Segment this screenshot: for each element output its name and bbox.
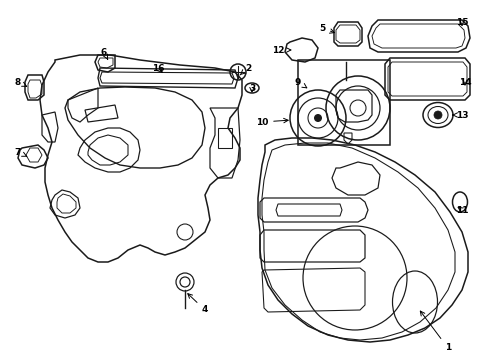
Text: 9: 9 (294, 77, 306, 88)
Text: 13: 13 (452, 111, 468, 120)
Text: 11: 11 (455, 206, 468, 215)
Circle shape (433, 111, 441, 119)
Text: 2: 2 (240, 63, 251, 75)
Text: 14: 14 (458, 77, 470, 86)
Text: 15: 15 (455, 18, 468, 27)
Text: 10: 10 (255, 117, 287, 126)
Text: 4: 4 (187, 294, 208, 315)
Text: 3: 3 (248, 84, 255, 93)
Text: 8: 8 (15, 77, 27, 86)
Text: 1: 1 (420, 311, 450, 352)
Text: 12: 12 (271, 45, 290, 54)
Text: 7: 7 (15, 148, 27, 157)
Circle shape (313, 114, 321, 122)
Text: 5: 5 (318, 23, 334, 33)
Text: 6: 6 (101, 48, 107, 59)
Text: 16: 16 (151, 63, 164, 72)
